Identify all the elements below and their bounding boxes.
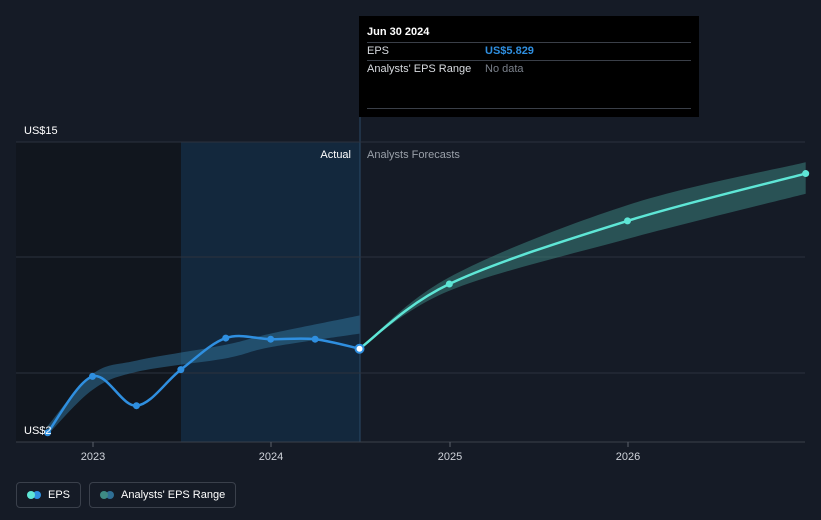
x-tick-label-2025: 2025 xyxy=(438,451,462,463)
tooltip-eps-row: EPS US$5.829 xyxy=(367,43,691,61)
forecast-point-2[interactable] xyxy=(624,217,632,225)
tooltip-divider xyxy=(367,108,691,109)
tooltip-date: Jun 30 2024 xyxy=(367,24,691,43)
eps-point-5[interactable] xyxy=(267,335,275,343)
series-line-1 xyxy=(358,172,807,350)
legend-analysts-range[interactable]: Analysts' EPS Range xyxy=(89,482,237,508)
range-band-2 xyxy=(47,315,360,435)
eps-point-3[interactable] xyxy=(177,366,185,374)
past-region xyxy=(16,142,181,442)
tooltip-range-row: Analysts' EPS Range No data xyxy=(367,61,691,78)
legend-eps-label: EPS xyxy=(48,489,71,501)
tooltip-eps-label: EPS xyxy=(367,45,390,57)
actual-region-label: Actual xyxy=(320,149,351,161)
x-tick-label-2023: 2023 xyxy=(81,451,105,463)
forecast-point-1[interactable] xyxy=(445,280,453,288)
legend-eps[interactable]: EPS xyxy=(16,482,82,508)
range-legend-icon xyxy=(100,491,115,499)
eps-point-2[interactable] xyxy=(132,402,140,410)
tooltip-range-label: Analysts' EPS Range xyxy=(367,63,472,75)
tooltip-range-value: No data xyxy=(485,63,524,75)
eps-point-1[interactable] xyxy=(89,372,97,380)
chart-legend: EPS Analysts' EPS Range xyxy=(16,482,237,508)
y-axis-bottom-label: US$2 xyxy=(24,425,52,437)
x-tick-label-2024: 2024 xyxy=(259,451,283,463)
forecast-region-label: Analysts Forecasts xyxy=(367,149,460,161)
forecast-point-3[interactable] xyxy=(802,170,810,178)
eps-point-6[interactable] xyxy=(311,335,319,343)
x-tick-label-2026: 2026 xyxy=(616,451,640,463)
eps-point-7[interactable] xyxy=(354,343,365,354)
tooltip-eps-value: US$5.829 xyxy=(485,45,534,57)
eps-legend-icon xyxy=(27,491,41,499)
range-band-3 xyxy=(359,162,806,349)
legend-range-label: Analysts' EPS Range xyxy=(121,489,226,501)
actual-region xyxy=(181,142,360,442)
eps-tooltip: Jun 30 2024 EPS US$5.829 Analysts' EPS R… xyxy=(359,16,699,117)
y-axis-top-label: US$15 xyxy=(24,125,58,137)
eps-point-4[interactable] xyxy=(222,334,230,342)
eps-point-0[interactable] xyxy=(44,429,52,437)
